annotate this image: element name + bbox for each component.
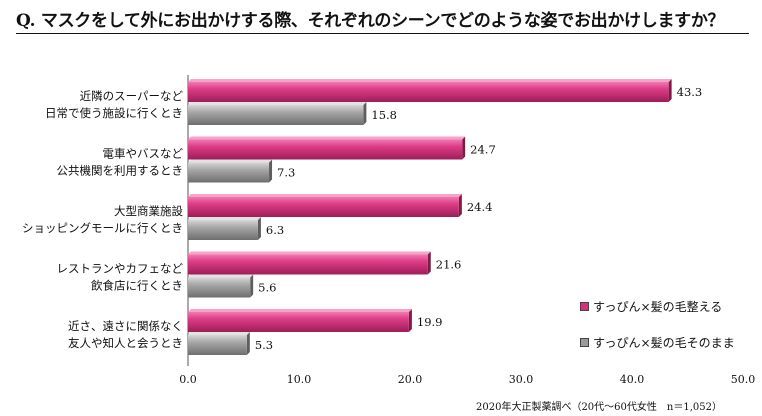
bar-top <box>188 332 250 335</box>
bar-side <box>269 159 273 183</box>
bar-side <box>257 217 261 240</box>
x-tick-label: 10.0 <box>287 373 312 386</box>
bar-gray <box>188 105 364 125</box>
bar-top <box>188 274 254 278</box>
x-tick-label: 20.0 <box>398 373 423 386</box>
category-label: 電車やバスなど <box>103 147 184 161</box>
category-label: ショッピングモールに行くとき <box>22 221 183 235</box>
bar-top <box>188 102 367 105</box>
bar-gray <box>188 162 270 183</box>
data-label: 6.3 <box>266 223 284 237</box>
data-label: 24.7 <box>470 143 496 157</box>
x-tick-label: 50.0 <box>731 373 756 386</box>
bar-gray <box>188 277 251 298</box>
x-tick-label: 40.0 <box>620 373 645 386</box>
bar-side <box>408 309 412 332</box>
x-tick-label: 0.0 <box>179 373 197 386</box>
data-label: 7.3 <box>277 166 295 180</box>
x-tick-label: 30.0 <box>509 373 534 386</box>
bar-top <box>188 194 462 197</box>
bar-top <box>188 217 261 220</box>
category-label: 公共機関を利用するとき <box>57 164 184 178</box>
data-label: 19.9 <box>417 315 443 329</box>
bar-top <box>188 159 273 163</box>
category-label: 飲食店に行くとき <box>91 279 183 293</box>
title-underline <box>16 33 749 34</box>
bar-side <box>250 274 254 298</box>
legend-label-series-2: すっぴん×髪の毛そのまま <box>593 335 735 350</box>
data-label: 5.3 <box>255 338 273 352</box>
bar-pink <box>188 312 409 332</box>
legend: すっぴん×髪の毛整える すっぴん×髪の毛そのまま <box>580 298 735 370</box>
category-label: 友人や知人と会うとき <box>68 336 183 350</box>
legend-swatch-pink <box>580 301 589 311</box>
bar-gray <box>188 220 258 240</box>
category-label: 日常で使う施設に行くとき <box>45 106 183 120</box>
category-label: レストランやカフェなど <box>57 262 184 276</box>
bar-top <box>188 309 412 312</box>
data-label: 15.8 <box>371 108 397 122</box>
data-label: 43.3 <box>677 85 703 99</box>
page-title: Q. マスクをして外にお出かけする際、それぞれのシーンでどのような姿でお出かけし… <box>16 11 725 31</box>
data-label: 21.6 <box>436 258 462 272</box>
bar-pink <box>188 82 669 102</box>
data-label: 24.4 <box>467 200 493 214</box>
bar-pink <box>188 139 463 160</box>
category-label: 近隣のスーパーなど <box>80 89 184 103</box>
bar-side <box>668 79 672 102</box>
bar-top <box>188 136 466 140</box>
legend-item-series-2: すっぴん×髪の毛そのまま <box>580 334 735 350</box>
bar-gray <box>188 335 247 355</box>
legend-label-series-1: すっぴん×髪の毛整える <box>593 299 723 314</box>
category-label: 大型商業施設 <box>114 204 183 218</box>
legend-swatch-gray <box>580 337 589 347</box>
bar-pink <box>188 197 459 217</box>
bar-side <box>246 332 250 355</box>
bar-pink <box>188 254 428 275</box>
category-label: 近さ、遠さに関係なく <box>68 319 183 333</box>
legend-item-series-1: すっぴん×髪の毛整える <box>580 298 735 314</box>
bar-top <box>188 79 672 82</box>
source-note: 2020年大正製薬調べ（20代～60代女性 n＝1,052） <box>476 402 722 413</box>
bar-side <box>363 102 367 125</box>
bar-top <box>188 251 431 255</box>
data-label: 5.6 <box>258 281 276 295</box>
bar-side <box>458 194 462 217</box>
bar-side <box>462 136 466 160</box>
bar-side <box>427 251 431 275</box>
